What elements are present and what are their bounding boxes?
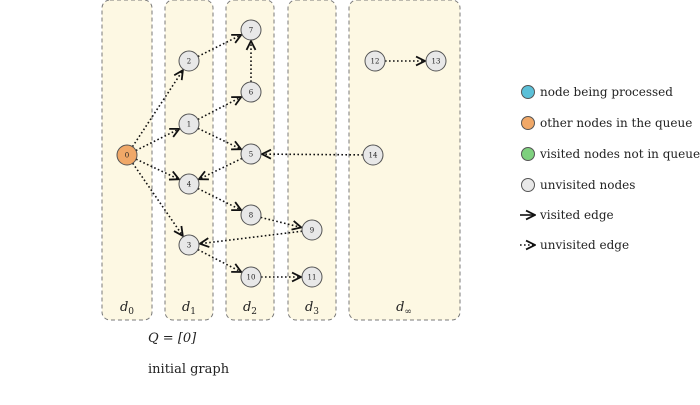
node-label-1: 1 [187, 121, 191, 129]
node-label-4: 4 [187, 181, 192, 189]
node-7: 7 [240, 19, 262, 41]
node-circle-0 [116, 144, 138, 166]
legend: node being processed other nodes in the … [520, 85, 700, 252]
legend-label-unvisited: unvisited nodes [540, 178, 635, 192]
edge-0-to-2 [131, 70, 183, 148]
node-3: 3 [178, 234, 200, 256]
node-10: 10 [240, 266, 262, 288]
node-14: 14 [362, 144, 384, 166]
edge-3-to-10 [197, 248, 241, 272]
node-circle-10 [240, 266, 262, 288]
node-circle-4 [178, 173, 200, 195]
edge-14-to-5 [262, 154, 364, 155]
node-5: 5 [240, 143, 262, 165]
node-label-14: 14 [369, 152, 378, 160]
lanes [101, 0, 461, 321]
node-circle-1 [178, 113, 200, 135]
node-label-7: 7 [249, 27, 253, 35]
node-circle-12 [364, 50, 386, 72]
node-1: 1 [178, 113, 200, 135]
node-circle-9 [301, 219, 323, 241]
lane-label-d3: d3 [305, 300, 319, 317]
legend-label-processing: node being processed [540, 85, 673, 99]
lane-d3 [287, 0, 337, 321]
node-label-2: 2 [187, 58, 191, 66]
node-circle-5 [240, 143, 262, 165]
node-circle-6 [240, 81, 262, 103]
edge-4-to-8 [197, 187, 241, 211]
node-label-0: 0 [125, 152, 129, 160]
edges [131, 35, 426, 277]
node-circle-2 [178, 50, 200, 72]
node-0: 0 [116, 144, 138, 166]
node-label-12: 12 [371, 58, 380, 66]
edge-9-to-3 [200, 230, 303, 244]
node-circle-14 [362, 144, 384, 166]
legend-label-queue: other nodes in the queue [540, 116, 692, 130]
lane-label-d2: d2 [243, 300, 257, 317]
node-label-6: 6 [249, 89, 254, 97]
node-circle-11 [301, 266, 323, 288]
node-circle-7 [240, 19, 262, 41]
lane-d1 [164, 0, 214, 321]
node-label-8: 8 [249, 212, 253, 220]
node-label-10: 10 [247, 274, 256, 282]
node-label-11: 11 [308, 274, 317, 282]
node-4: 4 [178, 173, 200, 195]
legend-swatch-visited [521, 147, 535, 161]
edge-1-to-6 [197, 97, 241, 121]
caption-text: initial graph [148, 362, 230, 377]
node-circle-8 [240, 204, 262, 226]
node-circle-3 [178, 234, 200, 256]
lane-label-d0: d0 [120, 300, 134, 317]
node-label-3: 3 [187, 242, 191, 250]
edge-0-to-1 [135, 129, 179, 152]
node-label-13: 13 [432, 58, 441, 66]
legend-swatch-unvisited [521, 178, 535, 192]
node-2: 2 [178, 50, 200, 72]
lane-label-d1: d1 [182, 300, 196, 317]
node-circle-13 [425, 50, 447, 72]
lane-dinf [348, 0, 461, 321]
queue-text: Q = [0] [148, 331, 197, 346]
node-6: 6 [240, 81, 262, 103]
node-9: 9 [301, 219, 323, 241]
node-8: 8 [240, 204, 262, 226]
lane-label-dinf: d∞ [396, 300, 412, 317]
node-label-5: 5 [249, 151, 253, 159]
legend-label-visited-edge: visited edge [539, 208, 614, 222]
legend-swatch-queue [521, 116, 535, 130]
legend-label-visited: visited nodes not in queue [539, 147, 700, 161]
node-11: 11 [301, 266, 323, 288]
node-12: 12 [364, 50, 386, 72]
node-13: 13 [425, 50, 447, 72]
edge-8-to-9 [260, 216, 302, 227]
node-label-9: 9 [310, 227, 314, 235]
edge-0-to-3 [132, 162, 183, 236]
legend-label-unvisited-edge: unvisited edge [540, 238, 629, 252]
lane-labels: d0 d1 d2 d3 d∞ [120, 300, 412, 317]
legend-swatch-processing [521, 85, 535, 99]
edge-2-to-7 [197, 35, 241, 58]
